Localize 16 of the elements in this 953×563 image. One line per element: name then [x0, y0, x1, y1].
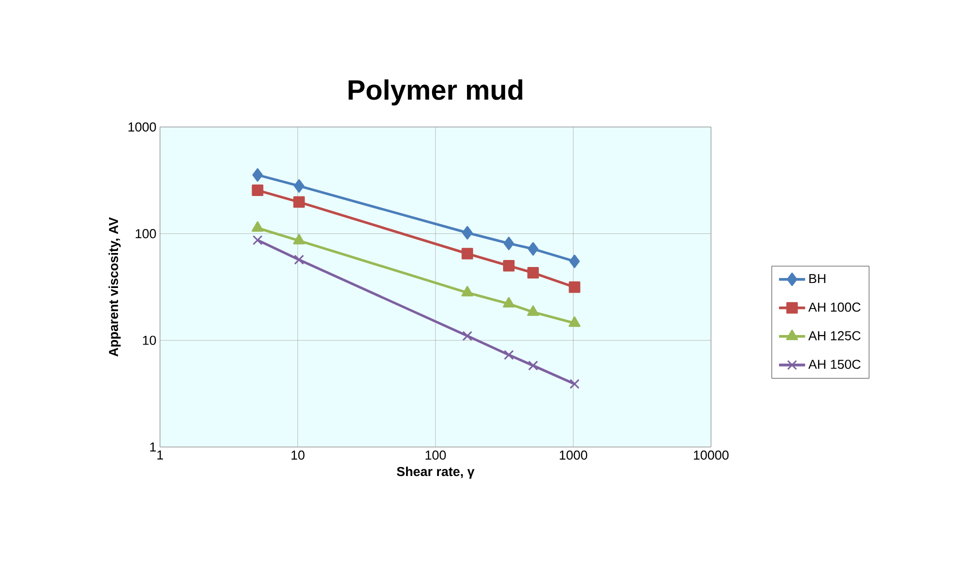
y-axis-title: Apparent viscosity, AV	[108, 217, 121, 357]
legend-label: BH	[809, 274, 826, 284]
x-tick-label: 10000	[694, 450, 729, 460]
legend-label: AH 100C	[808, 302, 861, 312]
y-tick-label: 100	[136, 229, 156, 238]
legend-label: AH 150C	[808, 360, 861, 369]
y-tick-label: 1	[150, 442, 156, 452]
x-tick-label: 10	[292, 450, 304, 460]
y-tick-label: 1000	[128, 122, 156, 132]
x-axis-title: Shear rate, γ	[396, 466, 474, 479]
x-tick-label: 100	[426, 450, 446, 460]
legend-label: AH 125C	[808, 331, 861, 340]
chart-title: Polymer mud	[348, 79, 522, 106]
y-tick-label: 10	[143, 336, 156, 345]
x-tick-label: 1	[157, 450, 163, 460]
x-tick-label: 1000	[560, 450, 588, 460]
